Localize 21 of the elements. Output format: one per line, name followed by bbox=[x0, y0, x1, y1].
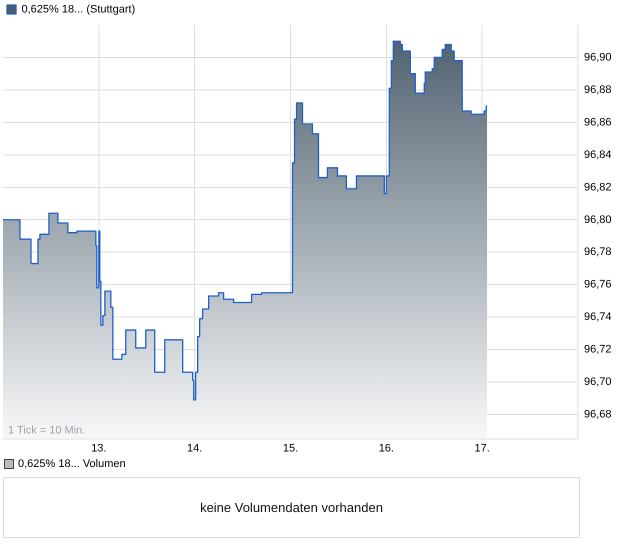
y-tick-label: 96,74 bbox=[584, 311, 612, 324]
y-tick-label: 96,72 bbox=[584, 344, 612, 356]
y-tick-label: 96,88 bbox=[584, 84, 612, 96]
text: 0,625% 18... Volumen bbox=[18, 458, 126, 470]
y-tick-label: 96,78 bbox=[584, 246, 612, 258]
y-tick-label: 96,70 bbox=[584, 376, 612, 388]
annotation: 1 Tick = 10 Min. bbox=[8, 424, 86, 436]
x-tick-label: 14. bbox=[187, 442, 202, 454]
x-tick-label: 17. bbox=[474, 442, 490, 454]
y-tick-label: 96,86 bbox=[584, 116, 612, 128]
legend-label: 0,625% 18... (Stuttgart) bbox=[22, 4, 136, 16]
y-tick-label: 96,90 bbox=[584, 51, 612, 64]
y-tick-label: 96,76 bbox=[584, 278, 612, 291]
text: keine Volumendaten vorhanden bbox=[3, 477, 580, 538]
y-tick-label: 96,80 bbox=[584, 214, 612, 226]
y-tick-label: 96,82 bbox=[584, 181, 612, 194]
x-tick-label: 15. bbox=[282, 442, 298, 454]
y-tick-label: 96,84 bbox=[584, 148, 612, 161]
x-tick-label: 13. bbox=[91, 442, 106, 454]
y-tick-label: 96,68 bbox=[584, 408, 612, 420]
x-tick-label: 16. bbox=[378, 442, 394, 454]
